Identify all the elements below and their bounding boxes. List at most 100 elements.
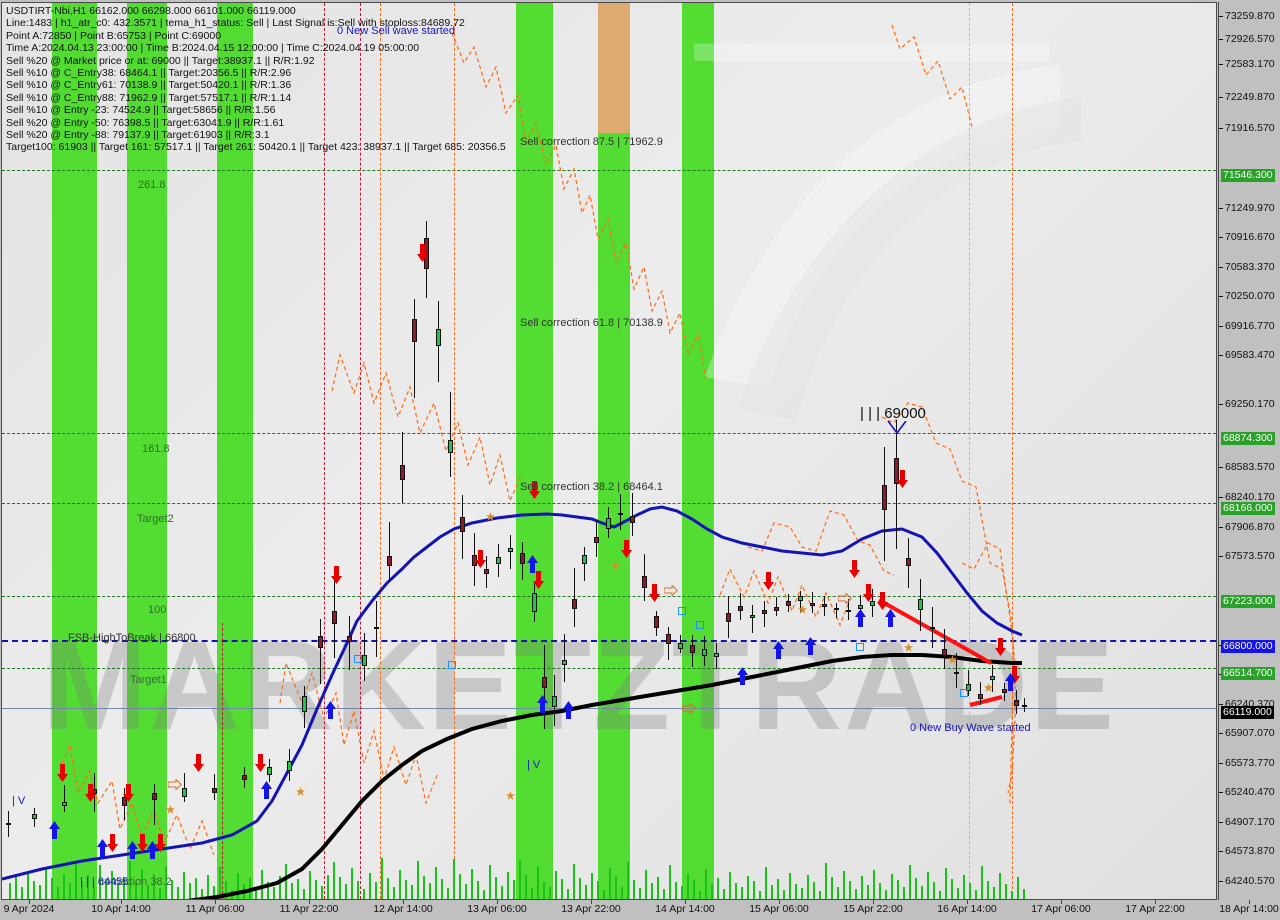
candle-wick <box>154 784 155 825</box>
buy-arrow-icon <box>803 636 818 655</box>
price-tick-label: 71916.570 <box>1225 122 1275 134</box>
info-line: Sell %10 @ C_Entry38: 68464.1 || Target:… <box>6 67 292 80</box>
price-tick: 64240.570 <box>1219 875 1275 887</box>
time-tick-label: 13 Apr 06:00 <box>467 903 527 915</box>
price-highlight-green[interactable]: 67223.000 <box>1221 595 1275 608</box>
buy-arrow-icon <box>525 554 540 573</box>
candle-body <box>182 788 187 798</box>
candle-body <box>400 465 405 481</box>
point-c-marker-icon <box>886 421 908 437</box>
candle-body <box>810 602 815 606</box>
price-tick: 65240.470 <box>1219 786 1275 798</box>
price-tick: 65907.070 <box>1219 727 1275 739</box>
candle-body <box>942 648 947 657</box>
buy-arrow-icon <box>735 666 750 685</box>
candle-wick <box>752 605 753 633</box>
time-tick-label: 12 Apr 14:00 <box>373 903 433 915</box>
candle-wick <box>320 618 321 684</box>
chart-plot-area[interactable]: MARKETZTRADE <box>1 2 1217 900</box>
candle-body <box>762 609 767 615</box>
entry-marker-icon <box>354 655 362 663</box>
price-highlight-green[interactable]: 68166.000 <box>1221 502 1275 515</box>
candle-body <box>152 793 157 801</box>
buy-arrow-icon <box>535 694 550 713</box>
entry-marker-icon <box>448 661 456 669</box>
candle-body <box>954 671 959 675</box>
time-tick-mark <box>779 900 780 904</box>
candle-body <box>387 556 392 567</box>
candle-body <box>508 547 513 552</box>
fractal-star-icon <box>506 791 515 800</box>
price-tick: 67573.570 <box>1219 550 1275 562</box>
price-tick: 70916.670 <box>1219 231 1275 243</box>
candle-body <box>572 599 577 610</box>
info-line: Sell %10 @ C_Entry61: 70138.9 || Target:… <box>6 79 292 92</box>
price-tick-label: 64240.570 <box>1225 875 1275 887</box>
chart-annotation: | | | 69000 <box>860 405 926 422</box>
fractal-star-icon <box>296 787 305 796</box>
event-vline-red <box>222 623 223 899</box>
candle-body <box>362 654 367 666</box>
price-tick-label: 69583.470 <box>1225 349 1275 361</box>
sell-arrow-icon <box>415 244 430 263</box>
candle-body <box>32 813 37 819</box>
candle-body <box>460 517 465 533</box>
buy-arrow-icon <box>1003 672 1018 691</box>
hollow-arrow-icon <box>168 779 182 790</box>
chart-annotation: Sell correction 87.5 | 71962.9 <box>520 136 663 148</box>
session-band <box>127 3 167 899</box>
time-tick-mark <box>873 900 874 904</box>
price-highlight-green[interactable]: 66514.700 <box>1221 667 1275 680</box>
candle-body <box>618 512 623 516</box>
time-tick-label: 13 Apr 22:00 <box>561 903 621 915</box>
time-tick-label: 17 Apr 22:00 <box>1125 903 1185 915</box>
candle-wick <box>584 546 585 582</box>
chart-annotation: FSB-HighToBreak | 66800 <box>68 632 196 644</box>
time-tick-mark <box>403 900 404 904</box>
candle-body <box>666 634 671 644</box>
chart-annotation: Target1 <box>130 674 167 686</box>
sell-arrow-icon <box>847 560 862 579</box>
price-tick: 67906.870 <box>1219 521 1275 533</box>
session-band <box>682 3 714 899</box>
level-line-161-8 <box>2 433 1216 434</box>
candle-body <box>966 683 971 692</box>
buy-arrow-icon <box>853 608 868 627</box>
price-highlight-green[interactable]: 68874.300 <box>1221 432 1275 445</box>
candle-body <box>436 328 441 347</box>
price-tick-label: 71249.970 <box>1225 202 1275 214</box>
price-highlight-black[interactable]: 66119.000 <box>1221 706 1274 719</box>
price-highlight-green[interactable]: 71546.300 <box>1221 169 1275 182</box>
time-tick-label: 9 Apr 2024 <box>3 903 55 915</box>
candle-body <box>678 642 683 649</box>
price-axis[interactable]: 73259.870 72926.570 72583.170 72249.870 7191… <box>1218 2 1279 900</box>
candle-wick <box>564 634 565 682</box>
time-tick-mark <box>309 900 310 904</box>
sell-arrow-icon <box>861 584 876 603</box>
buy-arrow-icon <box>771 640 786 659</box>
level-line-target1 <box>2 668 1216 669</box>
time-tick-mark <box>121 900 122 904</box>
candle-body <box>552 695 557 708</box>
price-tick: 65573.770 <box>1219 757 1275 769</box>
candle-body <box>906 558 911 566</box>
price-highlight-blue[interactable]: 66800.000 <box>1221 640 1275 653</box>
candle-body <box>714 653 719 657</box>
entry-marker-icon <box>696 621 704 629</box>
price-tick: 70250.070 <box>1219 290 1275 302</box>
price-tick-label: 68583.570 <box>1225 461 1275 473</box>
fractal-star-icon <box>984 683 993 692</box>
candle-body <box>412 318 417 342</box>
candle-body <box>496 557 501 565</box>
time-axis[interactable]: 9 Apr 2024 10 Apr 14:00 11 Apr 06:00 11 Apr… <box>1 900 1279 920</box>
price-tick: 68583.570 <box>1219 461 1275 473</box>
event-vline-red <box>324 3 325 899</box>
candle-wick <box>620 493 621 531</box>
info-line: Sell %20 @ Entry -88: 79137.9 || Target:… <box>6 129 270 142</box>
candle-body <box>1014 700 1019 706</box>
session-band <box>516 3 553 899</box>
price-tick-label: 64573.870 <box>1225 845 1275 857</box>
candle-body <box>630 516 635 523</box>
level-line-target2 <box>2 503 1216 504</box>
candle-body <box>6 822 11 826</box>
